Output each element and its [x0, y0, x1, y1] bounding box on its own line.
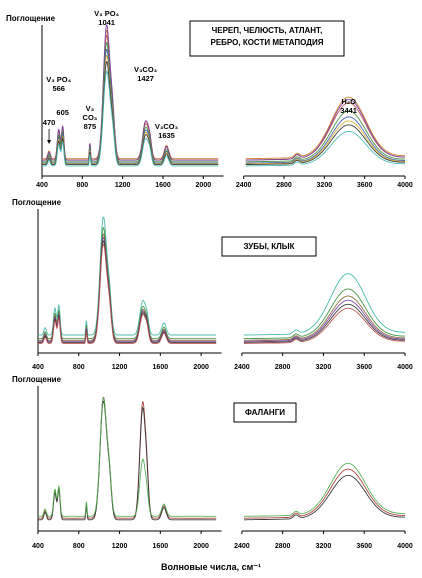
spectrum-series-4-segment-2	[243, 299, 405, 342]
x-tick-label: 800	[76, 182, 88, 189]
x-tick-label: 2400	[236, 182, 252, 189]
spectrum-series-2-segment-1	[38, 400, 217, 521]
spectrum-series-5-segment-1	[42, 48, 219, 164]
y-axis-label: Поглощение	[6, 14, 56, 23]
x-axis-title: Волновые числа, см⁻¹	[160, 562, 262, 572]
spectrum-series-6-segment-1	[42, 55, 219, 165]
peak-annotation: CO₃	[83, 113, 98, 122]
sample-label-line: ФАЛАНГИ	[245, 408, 285, 417]
spectrum-series-3-segment-2	[243, 295, 405, 341]
spectrum-series-5-segment-2	[243, 303, 405, 343]
spectrum-series-4-segment-1	[42, 42, 219, 163]
x-tick-label: 3200	[316, 364, 332, 371]
x-tick-label: 400	[36, 182, 48, 189]
x-tick-label: 1200	[112, 364, 128, 371]
spectrum-series-3-segment-2	[245, 99, 405, 161]
spectrum-series-6-segment-2	[243, 307, 405, 344]
spectrum-series-4-segment-1	[38, 236, 217, 342]
x-tick-label: 2800	[275, 364, 291, 371]
spectrum-series-3-segment-1	[38, 233, 217, 341]
spectrum-series-3-segment-1	[38, 397, 217, 517]
spectrum-series-6-segment-1	[38, 243, 217, 344]
spectrum-series-1-segment-1	[42, 29, 219, 160]
x-tick-label: 1600	[155, 182, 171, 189]
peak-annotation: V₃ PO₄	[46, 75, 71, 84]
x-tick-label: 3600	[356, 364, 372, 371]
x-tick-label: 3600	[357, 182, 373, 189]
spectrum-panel-3: Поглощение 400 800 1200 1600 2000 2400 2800 3200…	[12, 375, 413, 550]
spectrum-series-2-segment-1	[38, 227, 217, 340]
x-tick-label: 2400	[234, 543, 250, 550]
x-tick-label: 3600	[356, 543, 372, 550]
sample-label-line: РЕБРО, КОСТИ МЕТАПОДИЯ	[211, 38, 324, 47]
x-tick-label: 1600	[153, 543, 169, 550]
peak-annotation: 605	[56, 108, 69, 117]
peak-annotation: V₃CO₃	[134, 65, 158, 74]
spectrum-series-1-segment-1	[38, 216, 217, 336]
spectrum-series-7-segment-1	[42, 61, 219, 166]
x-tick-label: 3200	[317, 182, 333, 189]
spectrum-series-5-segment-1	[38, 240, 217, 343]
x-tick-label: 800	[73, 364, 85, 371]
y-axis-label: Поглощение	[12, 198, 62, 207]
x-axis-title-wrap: Волновые числа, см⁻¹	[0, 557, 422, 575]
peak-annotation: V₃	[86, 104, 95, 113]
x-tick-label: 800	[73, 543, 85, 550]
x-tick-label: 2400	[234, 364, 250, 371]
x-tick-label: 400	[32, 543, 44, 550]
peak-annotation: 566	[52, 84, 65, 93]
sample-label-line: ЧЕРЕП, ЧЕЛЮСТЬ, АТЛАНТ,	[212, 26, 323, 35]
spectrum-series-6-segment-2	[245, 120, 405, 165]
spectrum-panel-2: Поглощение 400 800 1200 1600 2000 2400 2800 3200…	[12, 198, 413, 371]
x-tick-label: 4000	[397, 543, 413, 550]
x-tick-label: 3200	[316, 543, 332, 550]
spectrum-series-1-segment-2	[243, 273, 405, 336]
peak-annotation: 1635	[158, 131, 175, 140]
spectrum-series-5-segment-2	[245, 116, 406, 164]
x-tick-label: 2000	[196, 182, 212, 189]
spectrum-series-3-segment-1	[42, 24, 219, 161]
sample-label-line: ЗУБЫ, КЛЫК	[244, 242, 295, 251]
spectrum-series-1-segment-1	[38, 396, 217, 519]
peak-annotation: V₃ PO₄	[94, 9, 119, 18]
spectrum-panel-1: Поглощение 400 800 1200 1600 2000 2400 2800 3200…	[6, 9, 413, 189]
x-tick-label: 1200	[115, 182, 131, 189]
x-tick-label: 1600	[153, 364, 169, 371]
x-tick-label: 4000	[397, 364, 413, 371]
spectrum-series-1-segment-2	[243, 468, 405, 519]
x-tick-label: 400	[32, 364, 44, 371]
sample-label-box	[233, 402, 297, 423]
spectrum-series-8-segment-1	[42, 70, 219, 167]
spectrum-series-8-segment-2	[245, 130, 405, 167]
peak-annotation: V₃CO₃	[155, 122, 179, 131]
x-tick-label: 2800	[276, 182, 292, 189]
x-tick-label: 2000	[193, 543, 209, 550]
sample-label-box	[221, 236, 317, 257]
sample-label-box	[189, 20, 345, 57]
peak-annotation: 3441	[340, 106, 357, 115]
peak-annotation: 1427	[137, 74, 154, 83]
peak-annotation: H₂O	[341, 97, 356, 106]
peak-annotation: 875	[84, 122, 97, 131]
peak-annotation: 470	[43, 118, 56, 127]
spectrum-series-3-segment-2	[243, 462, 405, 517]
peak-arrowhead	[47, 140, 52, 144]
peak-annotation: 1041	[98, 18, 115, 27]
spectrum-series-2-segment-2	[243, 474, 405, 521]
spectrum-series-2-segment-2	[243, 288, 405, 340]
x-tick-label: 2000	[193, 364, 209, 371]
x-tick-label: 1200	[112, 543, 128, 550]
spectrum-series-1-segment-2	[245, 96, 405, 160]
x-tick-label: 4000	[397, 182, 413, 189]
y-axis-label: Поглощение	[12, 375, 62, 384]
spectrum-series-7-segment-2	[245, 124, 405, 165]
x-tick-label: 2800	[275, 543, 291, 550]
spectrum-series-4-segment-2	[245, 110, 405, 163]
